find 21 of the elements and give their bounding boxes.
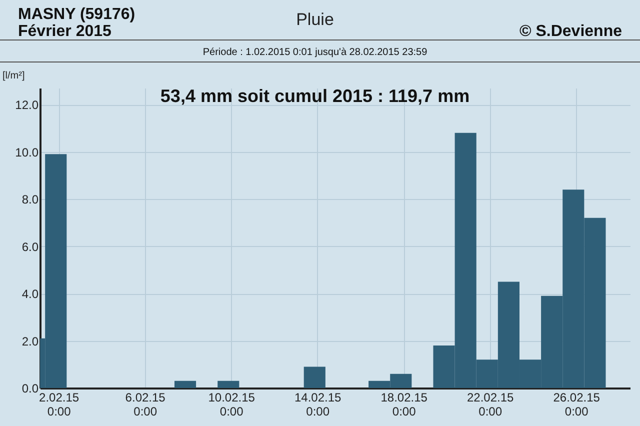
x-tick-label: 14.02.15 0:00 — [294, 390, 342, 418]
x-tick-label: 10.02.15 0:00 — [208, 390, 256, 418]
x-tick-label: 22.02.15 0:00 — [466, 390, 514, 418]
text: MASNY (59176) — [18, 6, 136, 23]
x-tick-label: 18.02.15 0:00 — [380, 390, 428, 418]
y-tick-label: 4.0 — [22, 287, 39, 302]
x-tick-label: 2.02.15 0:00 — [39, 390, 80, 418]
y-axis-title: [l/m²] — [2, 70, 25, 82]
text: Février 2015 — [18, 23, 112, 40]
x-tick-label: 6.02.15 0:00 — [125, 390, 166, 418]
chart-title: Pluie — [296, 10, 334, 29]
y-tick-label: 6.0 — [22, 240, 39, 254]
text: Période : 1.02.2015 0:01 jusqu'à 28.02.2015 23:59 — [202, 47, 428, 58]
y-tick-label: 12.0 — [15, 98, 39, 112]
y-tick-label: 2.0 — [22, 334, 39, 348]
y-tick-label: 10.0 — [15, 145, 39, 160]
y-tick-label: 0.0 — [22, 382, 39, 396]
text: © S.Devienne — [520, 23, 622, 40]
x-tick-label: 26.02.15 0:00 — [553, 390, 600, 418]
y-tick-label: 8.0 — [22, 192, 39, 207]
annotation: 53,4 mm soit cumul 2015 : 119,7 mm — [160, 86, 470, 106]
